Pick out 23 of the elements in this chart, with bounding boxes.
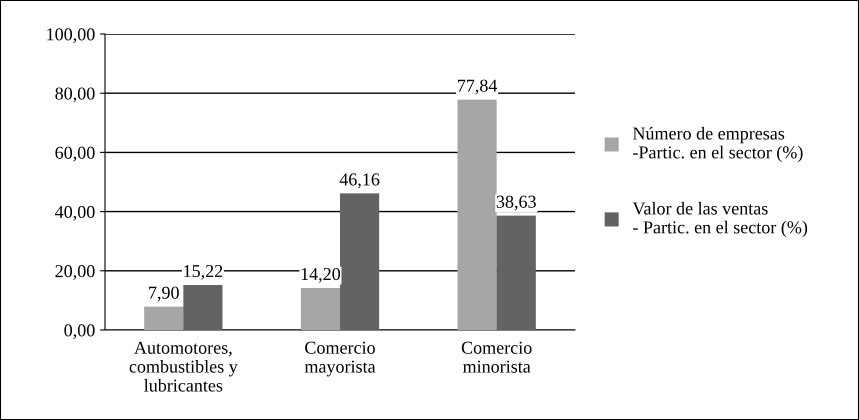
bar (183, 284, 222, 330)
data-label: 7,90 (149, 286, 179, 302)
data-label: 77,84 (458, 80, 498, 94)
data-label: 46,16 (340, 173, 380, 188)
bar (300, 288, 340, 330)
bar (144, 306, 184, 330)
y-tick-label: 60,00 (55, 146, 95, 162)
legend-label: Valor de las ventas - Partic. en el sector (%) (632, 202, 808, 238)
x-tick-label: Comercio mayorista (304, 342, 376, 376)
y-tick-label: 0,00 (64, 324, 95, 340)
y-tick-label: 20,00 (55, 265, 95, 280)
bar (496, 216, 536, 330)
y-tick-label: 40,00 (55, 206, 95, 221)
bar (340, 193, 380, 330)
legend-label: Número de empresas -Partic. en el sector (%) (632, 126, 803, 162)
data-label: 38,63 (496, 196, 536, 210)
data-label: 14,20 (302, 268, 340, 283)
x-tick-label: Automotores, combustibles y lubricantes (130, 342, 238, 392)
y-tick-label: 100,00 (47, 28, 95, 44)
x-tick-label: Comercio minorista (462, 342, 532, 373)
y-tick-label: 80,00 (55, 87, 95, 102)
data-label: 15,22 (184, 264, 222, 280)
bar (458, 100, 497, 330)
